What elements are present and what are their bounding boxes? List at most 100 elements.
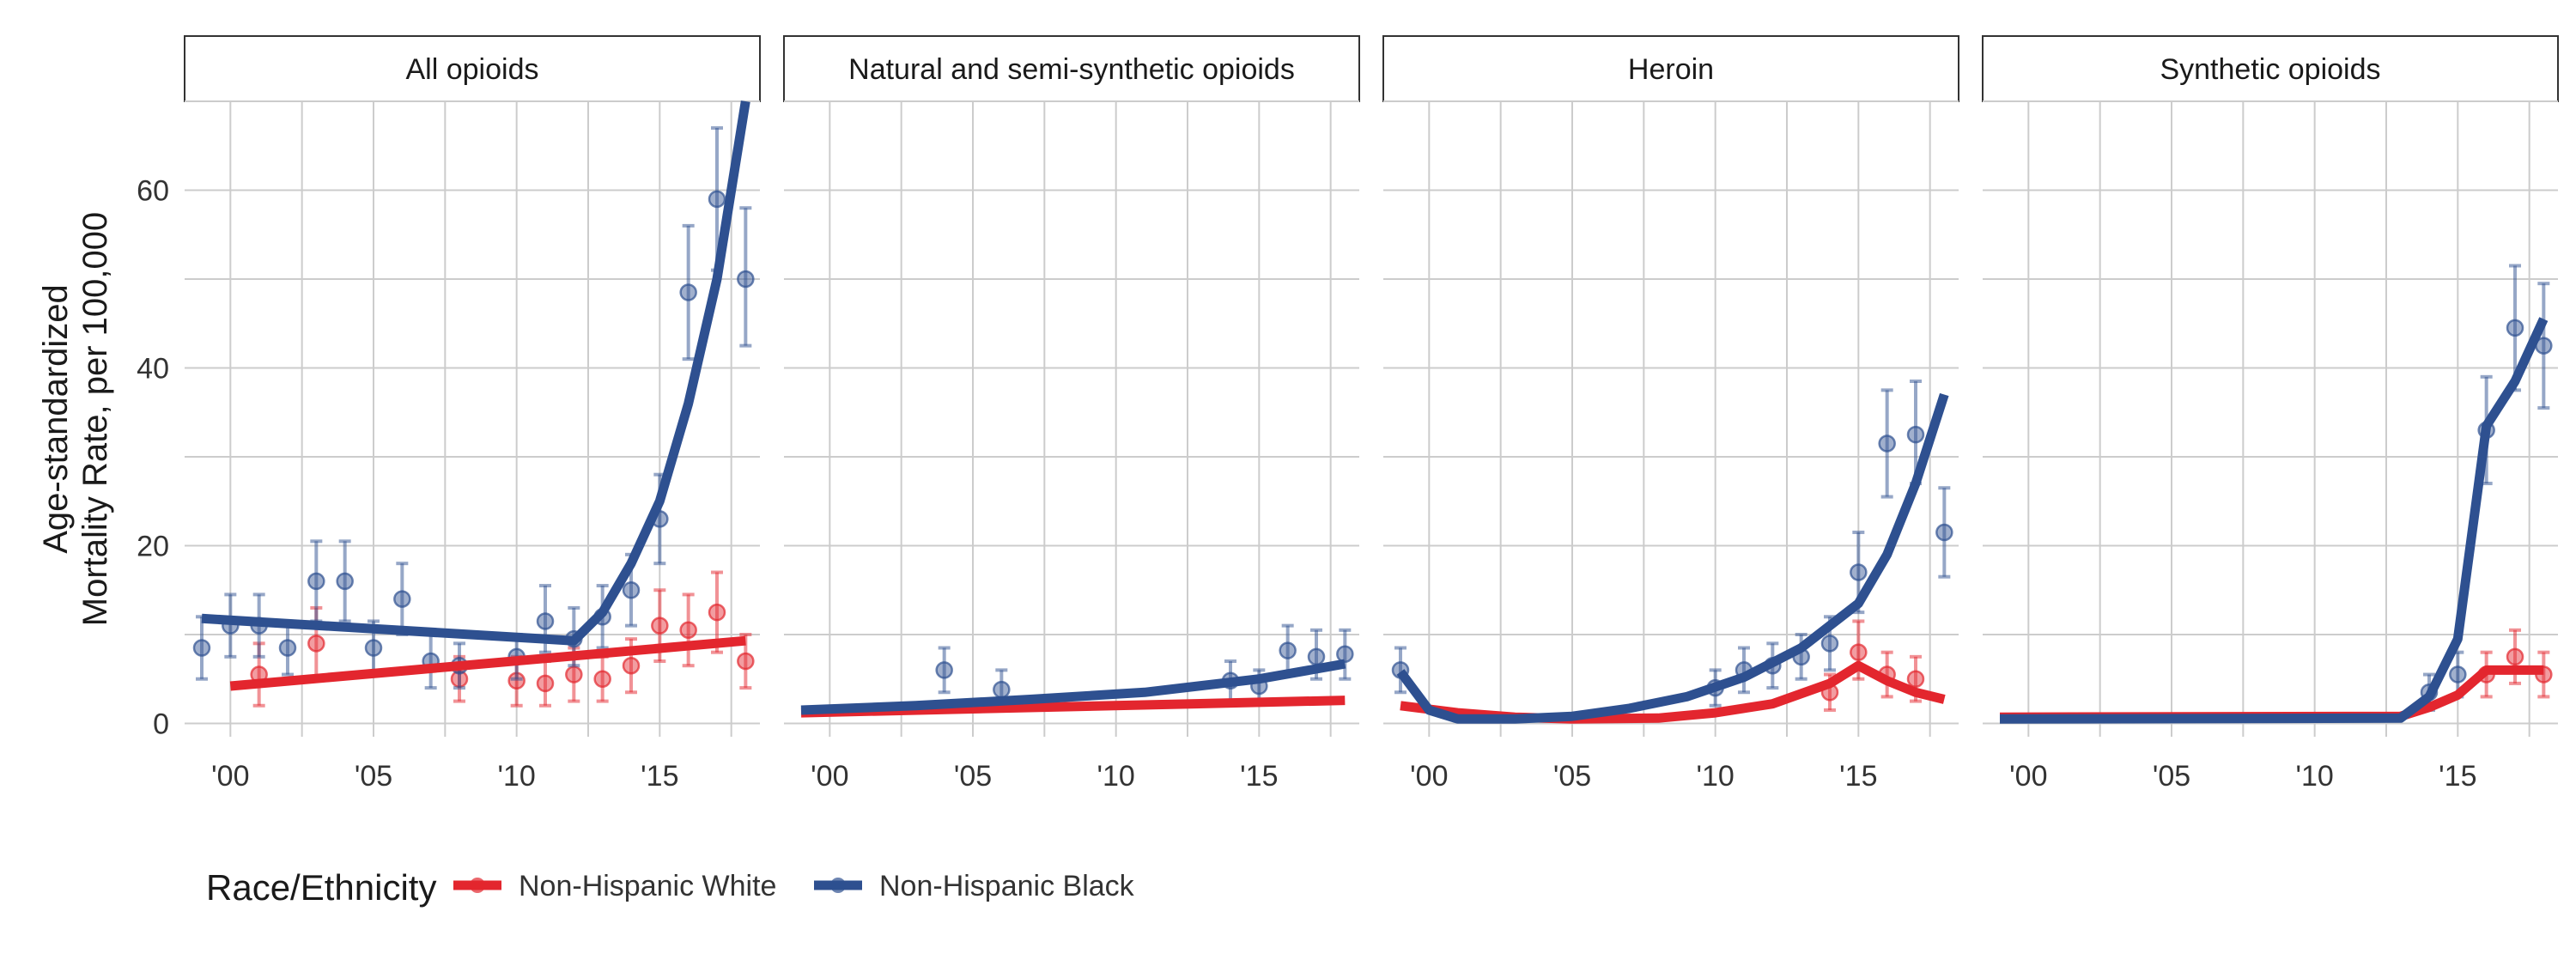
series-line-white	[229, 635, 746, 691]
data-point	[708, 190, 726, 209]
panel-4: Synthetic opioids '00 '05 '10 '15	[1982, 35, 2559, 793]
error-bar	[1394, 646, 1406, 695]
data-point	[622, 580, 641, 599]
legend: Race/Ethnicity Non-Hispanic White Non-His…	[206, 867, 1135, 908]
y-axis-title: Age-standardizedMortality Rate, per 100,…	[37, 212, 114, 626]
y-tick-label: 40	[137, 352, 169, 385]
x-tick-label: '10	[498, 760, 536, 793]
data-point	[1307, 647, 1326, 666]
x-tick-label: '10	[1097, 760, 1135, 793]
data-point	[1279, 641, 1297, 659]
series-black-observed	[2420, 264, 2553, 712]
data-point	[307, 572, 325, 591]
x-tick-label: '00	[211, 760, 249, 793]
error-bar	[2537, 650, 2550, 699]
y-axis-title-line: Mortality Rate, per 100,000	[76, 212, 114, 626]
error-bar	[1938, 486, 1951, 579]
data-point	[708, 603, 726, 622]
y-axis-title-line: Age-standardized	[37, 284, 75, 554]
x-tick-label: '05	[355, 760, 392, 793]
data-point	[536, 674, 555, 693]
data-point	[737, 270, 755, 289]
x-tick-label: '00	[1410, 760, 1448, 793]
data-point	[1850, 643, 1868, 661]
error-bar	[2537, 282, 2550, 410]
data-point	[1935, 523, 1953, 542]
data-point	[1850, 563, 1868, 581]
data-point	[307, 635, 325, 653]
panel-strip	[1982, 35, 2559, 102]
series-black-observed	[192, 126, 755, 690]
data-point	[935, 661, 953, 679]
x-tick-label: '05	[2153, 760, 2190, 793]
panels-layer: All opioids '00 '05 '10 '15 0 20 40 60 Natural an…	[137, 35, 2559, 793]
data-point	[364, 639, 383, 657]
error-bar	[938, 646, 951, 695]
panel-title: Synthetic opioids	[2160, 53, 2380, 86]
legend-swatch-point	[470, 878, 485, 893]
x-tick-label: '05	[1553, 760, 1591, 793]
data-point	[1906, 670, 1925, 688]
error-bar	[1738, 646, 1750, 695]
data-point	[1906, 425, 1925, 444]
series-white-observed	[1820, 619, 1925, 712]
error-bar	[1880, 650, 1893, 699]
data-point	[1878, 434, 1896, 453]
data-point	[2506, 319, 2524, 337]
error-bar	[338, 539, 351, 623]
error-bar	[1880, 388, 1893, 499]
x-tick-label: '15	[1839, 760, 1877, 793]
legend-entries: Non-Hispanic White Non-Hispanic Black	[453, 870, 1135, 902]
data-point	[278, 639, 297, 657]
series-line-black	[1999, 317, 2549, 724]
series-line-black	[800, 659, 1346, 715]
data-point	[336, 572, 354, 591]
data-point	[1336, 645, 1354, 663]
panel-title: All opioids	[406, 53, 539, 86]
series-line-black	[1396, 392, 1949, 724]
panel-3: Heroin '00 '05 '10 '15	[1382, 35, 1959, 793]
data-point	[565, 665, 583, 683]
data-point	[2506, 647, 2524, 666]
data-point	[622, 656, 641, 675]
legend-entry-black: Non-Hispanic Black	[814, 870, 1135, 902]
series-black-observed	[1391, 380, 1953, 708]
data-point	[192, 639, 211, 657]
data-point	[593, 670, 611, 688]
x-tick-label: '00	[2009, 760, 2047, 793]
panel-title: Heroin	[1628, 53, 1714, 86]
data-point	[737, 652, 755, 671]
panel-1: All opioids '00 '05 '10 '15 0 20 40 60	[137, 35, 761, 793]
data-point	[679, 283, 697, 301]
error-bar	[682, 592, 695, 668]
x-tick-label: '10	[2296, 760, 2334, 793]
data-point	[679, 621, 697, 640]
data-point	[1820, 635, 1839, 653]
series-line-black	[201, 100, 750, 646]
panel-strip	[184, 35, 761, 102]
data-point	[536, 612, 555, 630]
y-tick-label: 60	[137, 174, 169, 207]
x-tick-label: '15	[1240, 760, 1278, 793]
series-white-observed	[2477, 628, 2553, 699]
y-tick-label: 20	[137, 530, 169, 562]
x-tick-label: '10	[1697, 760, 1735, 793]
error-bar	[739, 206, 752, 348]
data-point	[993, 680, 1011, 699]
panel-strip	[1382, 35, 1959, 102]
legend-swatch-point	[830, 878, 846, 893]
error-bar	[224, 592, 237, 659]
x-tick-label: '15	[2439, 760, 2476, 793]
y-tick-label: 0	[153, 708, 169, 740]
x-tick-label: '05	[954, 760, 992, 793]
x-tick-label: '15	[641, 760, 678, 793]
legend-label: Non-Hispanic White	[519, 870, 776, 902]
error-bar	[1339, 628, 1352, 681]
series-line-white	[1400, 660, 1946, 724]
panel-title: Natural and semi-synthetic opioids	[848, 53, 1295, 86]
data-point	[393, 590, 411, 608]
panel-2: Natural and semi-synthetic opioids '00 '05…	[783, 35, 1360, 793]
error-bar	[682, 223, 695, 361]
data-point	[651, 617, 669, 635]
